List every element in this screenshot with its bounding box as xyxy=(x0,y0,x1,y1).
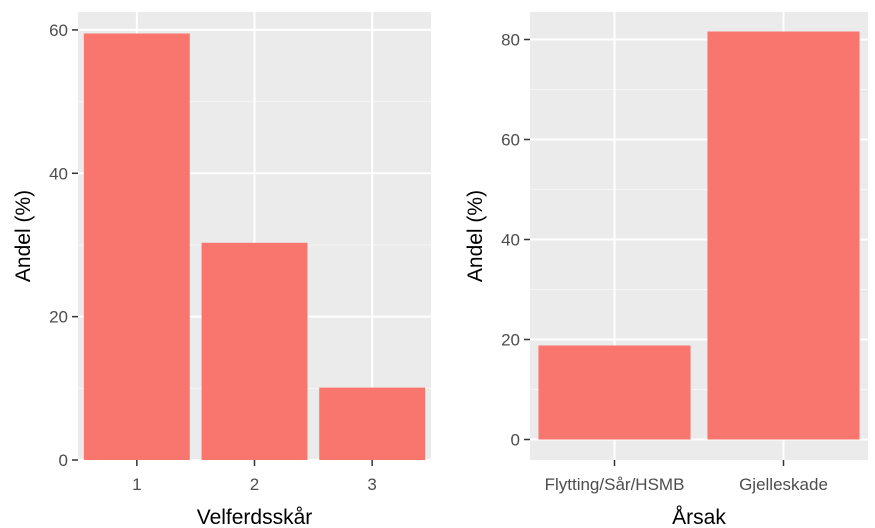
y-axis: 0 20 40 60 80 xyxy=(501,31,530,450)
y-tick-label: 0 xyxy=(511,431,520,450)
bars xyxy=(83,33,426,461)
y-tick-label: 80 xyxy=(501,31,520,50)
y-tick-label: 0 xyxy=(59,451,68,470)
bar-3 xyxy=(319,387,426,460)
y-tick-label: 20 xyxy=(49,308,68,327)
bar-flytting-s-r-hsmb xyxy=(538,345,691,440)
y-tick-label: 60 xyxy=(501,131,520,150)
chart-arsak: 0 20 40 60 80 Flytting/Sår/HSMB Gjelleskade A… xyxy=(464,12,868,528)
y-axis: 0 20 40 60 xyxy=(49,21,78,470)
x-tick-label: 1 xyxy=(132,475,141,494)
y-tick-label: 20 xyxy=(501,331,520,350)
bar-1 xyxy=(83,33,190,461)
x-axis-title: Årsak xyxy=(672,506,726,528)
bars xyxy=(538,31,860,440)
chart-velferdsskar: 0 20 40 60 1 2 3 Andel (%) Velferdsskår xyxy=(12,12,431,528)
x-tick-label: Flytting/Sår/HSMB xyxy=(545,475,685,494)
y-tick-label: 40 xyxy=(501,231,520,250)
x-tick-label: 3 xyxy=(367,475,376,494)
y-axis-title: Andel (%) xyxy=(464,190,487,282)
y-tick-label: 60 xyxy=(49,21,68,40)
x-tick-label: 2 xyxy=(250,475,259,494)
y-axis-title: Andel (%) xyxy=(12,190,35,282)
x-tick-label: Gjelleskade xyxy=(739,475,828,494)
y-tick-label: 40 xyxy=(49,164,68,183)
bar-2 xyxy=(201,242,308,460)
x-axis: 1 2 3 xyxy=(132,460,377,494)
bar-gjelleskade xyxy=(707,31,860,440)
x-axis-title: Velferdsskår xyxy=(197,506,313,528)
x-axis: Flytting/Sår/HSMB Gjelleskade xyxy=(545,460,828,494)
